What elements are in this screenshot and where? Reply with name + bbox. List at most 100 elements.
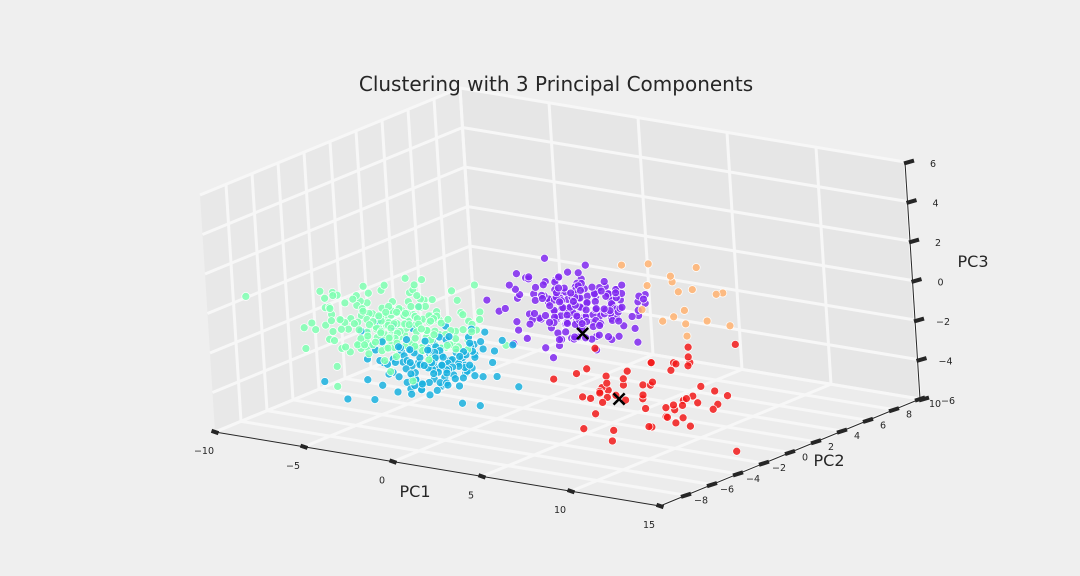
cluster-centroids: ×× (573, 321, 628, 412)
scatter-point (594, 330, 604, 340)
scatter-point (407, 389, 417, 399)
z-grid-line (206, 204, 913, 315)
scatter-point (554, 272, 564, 282)
scatter-point (661, 403, 671, 413)
axis-tick-mark (905, 198, 918, 205)
scatter-point (573, 268, 583, 278)
axis-tick-mark (836, 427, 848, 435)
scatter-point (563, 267, 572, 277)
scatter-point (638, 380, 648, 390)
scatter-point (669, 312, 679, 322)
scatter-point (687, 285, 697, 294)
scatter-point (621, 395, 630, 405)
scatter-point (601, 371, 611, 381)
chart-title: Clustering with 3 Principal Components (359, 72, 753, 96)
scatter-point (384, 333, 394, 343)
scatter-point (427, 295, 437, 304)
scatter-point (426, 316, 435, 326)
scatter-point (683, 342, 693, 352)
scatter-point (410, 333, 420, 343)
scatter-point (447, 286, 456, 296)
scatter-point (614, 331, 624, 341)
scatter-point (408, 376, 418, 386)
scatter-point (383, 343, 393, 353)
x-axis-line (214, 431, 661, 507)
scatter-point (348, 294, 358, 304)
scatter-point (458, 310, 468, 320)
scatter-point (587, 282, 597, 292)
scatter-point (475, 401, 485, 411)
scatter-point (671, 359, 681, 369)
scatter-point (500, 304, 510, 313)
scatter-point (414, 302, 423, 312)
axis-tick-mark (913, 316, 925, 324)
scatter-point (299, 323, 309, 333)
scatter-point (680, 306, 689, 315)
scatter-point (671, 418, 681, 428)
scatter-point (590, 343, 600, 353)
scatter-point (708, 404, 718, 414)
scatter-point (301, 344, 311, 353)
axis-tick-mark (918, 395, 930, 403)
scatter-point (514, 325, 523, 335)
scatter-point (591, 409, 600, 419)
axis-tick-label: −10 (194, 446, 214, 457)
scatter-point (531, 283, 540, 292)
scatter-point (405, 358, 415, 367)
scatter-point (683, 352, 693, 362)
scatter-point (710, 386, 720, 396)
scatter-point (730, 340, 740, 349)
axis-tick-label: −4 (938, 357, 952, 368)
scatter-point (530, 296, 540, 305)
scatter-point (432, 386, 442, 395)
scatter-point (666, 271, 675, 281)
scatter-point (595, 388, 605, 398)
scatter-point (360, 340, 369, 350)
scatter-point (371, 337, 380, 347)
scatter-point (458, 325, 468, 335)
scatter-point (370, 395, 380, 404)
axis-tick-mark (210, 428, 220, 436)
scatter-point (561, 327, 571, 337)
scatter-point (330, 336, 339, 345)
scatter-point (443, 315, 453, 324)
scatter-point (452, 295, 462, 305)
y-axis-label: PC2 (814, 451, 845, 470)
scatter-point (581, 333, 590, 343)
scatter-point (402, 335, 411, 344)
scatter-point (333, 382, 343, 391)
scatter-point (380, 356, 390, 365)
scatter-point (572, 369, 581, 378)
scatter-point (337, 324, 346, 334)
scatter-point (325, 304, 335, 313)
scatter-point (702, 316, 712, 326)
scatter-point (578, 392, 587, 402)
scatter-point (490, 346, 499, 356)
scatter-point (320, 293, 329, 303)
scatter-point (580, 260, 590, 270)
axis-tick-label: 0 (937, 278, 943, 289)
scatter-point (618, 374, 628, 384)
scatter-point (576, 286, 585, 295)
scatter-point (443, 380, 453, 390)
scatter-point (425, 390, 435, 400)
scatter-point (335, 315, 345, 325)
scatter-point (683, 361, 693, 371)
scatter-point (480, 327, 490, 337)
scatter-point (579, 424, 589, 434)
scatter-point (378, 380, 388, 390)
scatter-point (669, 400, 678, 410)
scatter-point (458, 398, 467, 408)
scatter-point (328, 327, 338, 336)
scatter-point (350, 319, 359, 328)
scatter-point (582, 364, 592, 374)
scatter-point (419, 361, 429, 370)
scatter-point (321, 320, 331, 330)
scatter-point (673, 287, 683, 297)
scatter-point (617, 302, 627, 312)
axis-tick-mark (784, 448, 796, 457)
scatter-point (678, 401, 687, 410)
scatter-point (341, 342, 350, 352)
scatter-point (686, 421, 695, 431)
axis-tick-label: 4 (854, 431, 860, 442)
